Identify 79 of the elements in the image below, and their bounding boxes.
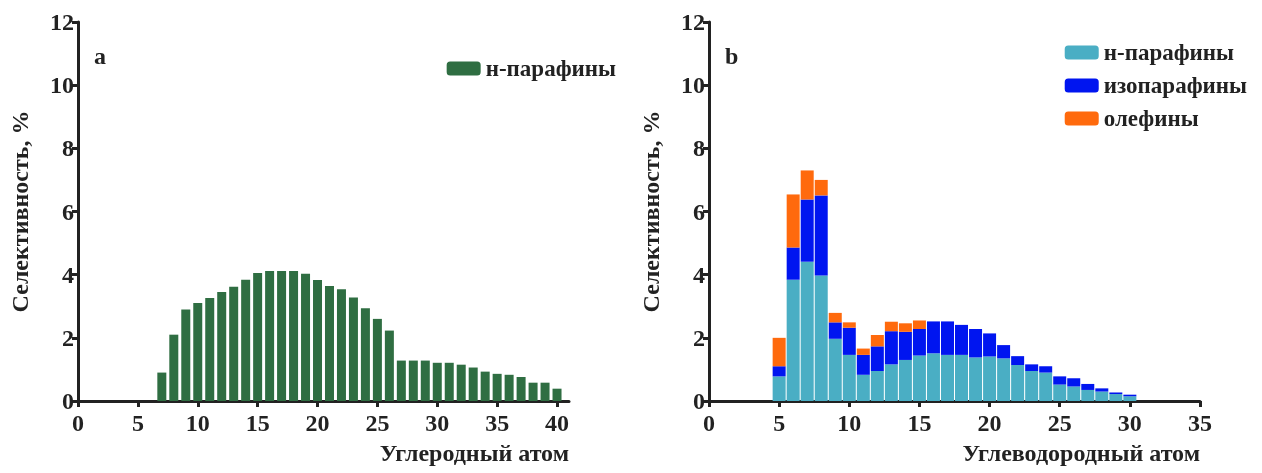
bar	[552, 388, 562, 401]
bar	[229, 286, 239, 401]
bar	[277, 270, 287, 401]
bar	[828, 312, 842, 323]
y-tick-label: 12	[50, 9, 74, 35]
x-tick-label: 25	[1047, 410, 1072, 436]
bar	[348, 297, 358, 401]
y-tick-label: 8	[62, 135, 74, 162]
x-axis-title: Углеродный атом	[379, 440, 569, 466]
x-tick-label: 5	[131, 410, 144, 436]
bar	[842, 322, 856, 328]
y-tick-label: 4	[693, 261, 705, 288]
x-tick-label: 10	[837, 410, 862, 436]
bar	[313, 280, 323, 401]
y-tick-label: 6	[62, 198, 74, 225]
bar	[408, 360, 418, 401]
x-tick-label: 35	[1188, 410, 1212, 436]
bar	[528, 382, 538, 401]
legend-label: олефины	[1103, 106, 1199, 131]
bar	[217, 292, 227, 401]
bar	[157, 372, 167, 401]
bar	[181, 309, 191, 401]
x-tick-label: 10	[185, 410, 210, 436]
bar	[265, 270, 275, 401]
x-tick-label: 30	[1117, 410, 1142, 436]
bar	[336, 289, 346, 401]
legend-label: изопарафины	[1103, 73, 1248, 98]
bar	[856, 348, 870, 355]
y-axis-title: Селективность, %	[7, 110, 33, 313]
bar	[772, 366, 786, 377]
x-tick-label: 15	[245, 410, 270, 436]
y-tick-label: 4	[62, 261, 74, 288]
annotation: b	[725, 43, 739, 69]
x-tick-label: 20	[977, 410, 1002, 436]
x-tick-label: 25	[365, 410, 390, 436]
x-tick-label: 5	[773, 410, 786, 436]
x-axis-title: Углеводородный атом	[962, 440, 1200, 466]
y-tick-label: 6	[693, 198, 705, 225]
bar	[492, 373, 502, 401]
bar	[516, 377, 526, 401]
y-tick-label: 2	[62, 324, 74, 351]
annotation: a	[94, 43, 106, 69]
x-tick-label: 30	[425, 410, 450, 436]
legend-label: н-парафины	[1103, 40, 1235, 65]
y-tick-label: 10	[50, 72, 74, 99]
x-tick-label: 40	[545, 410, 570, 436]
bar	[372, 318, 382, 401]
y-tick-label: 0	[693, 388, 705, 414]
bar	[444, 362, 454, 401]
bar	[504, 374, 514, 401]
legend-label: н-парафины	[485, 56, 617, 81]
bar	[870, 334, 884, 347]
bar	[301, 273, 311, 401]
x-tick-label: 20	[305, 410, 330, 436]
x-tick-label: 35	[485, 410, 510, 436]
bar	[540, 382, 550, 401]
y-tick-label: 12	[681, 9, 705, 35]
bar	[480, 371, 490, 401]
bar	[289, 270, 299, 401]
bar	[384, 330, 394, 401]
bar	[432, 362, 442, 401]
y-tick-label: 10	[681, 72, 705, 99]
y-tick-label: 8	[693, 135, 705, 162]
y-axis-title: Селективность, %	[638, 110, 664, 313]
x-tick-label: 15	[907, 410, 932, 436]
bar	[456, 364, 466, 401]
bar	[772, 337, 786, 367]
y-tick-label: 2	[693, 324, 705, 351]
bar	[205, 298, 215, 401]
bar	[193, 303, 203, 401]
bar	[396, 360, 406, 401]
bar	[253, 273, 263, 401]
bar	[360, 308, 370, 401]
y-tick-label: 0	[62, 388, 74, 414]
bar	[420, 360, 430, 401]
bar	[241, 279, 251, 401]
bar	[169, 334, 179, 401]
bar	[468, 367, 478, 401]
bar	[324, 286, 334, 401]
